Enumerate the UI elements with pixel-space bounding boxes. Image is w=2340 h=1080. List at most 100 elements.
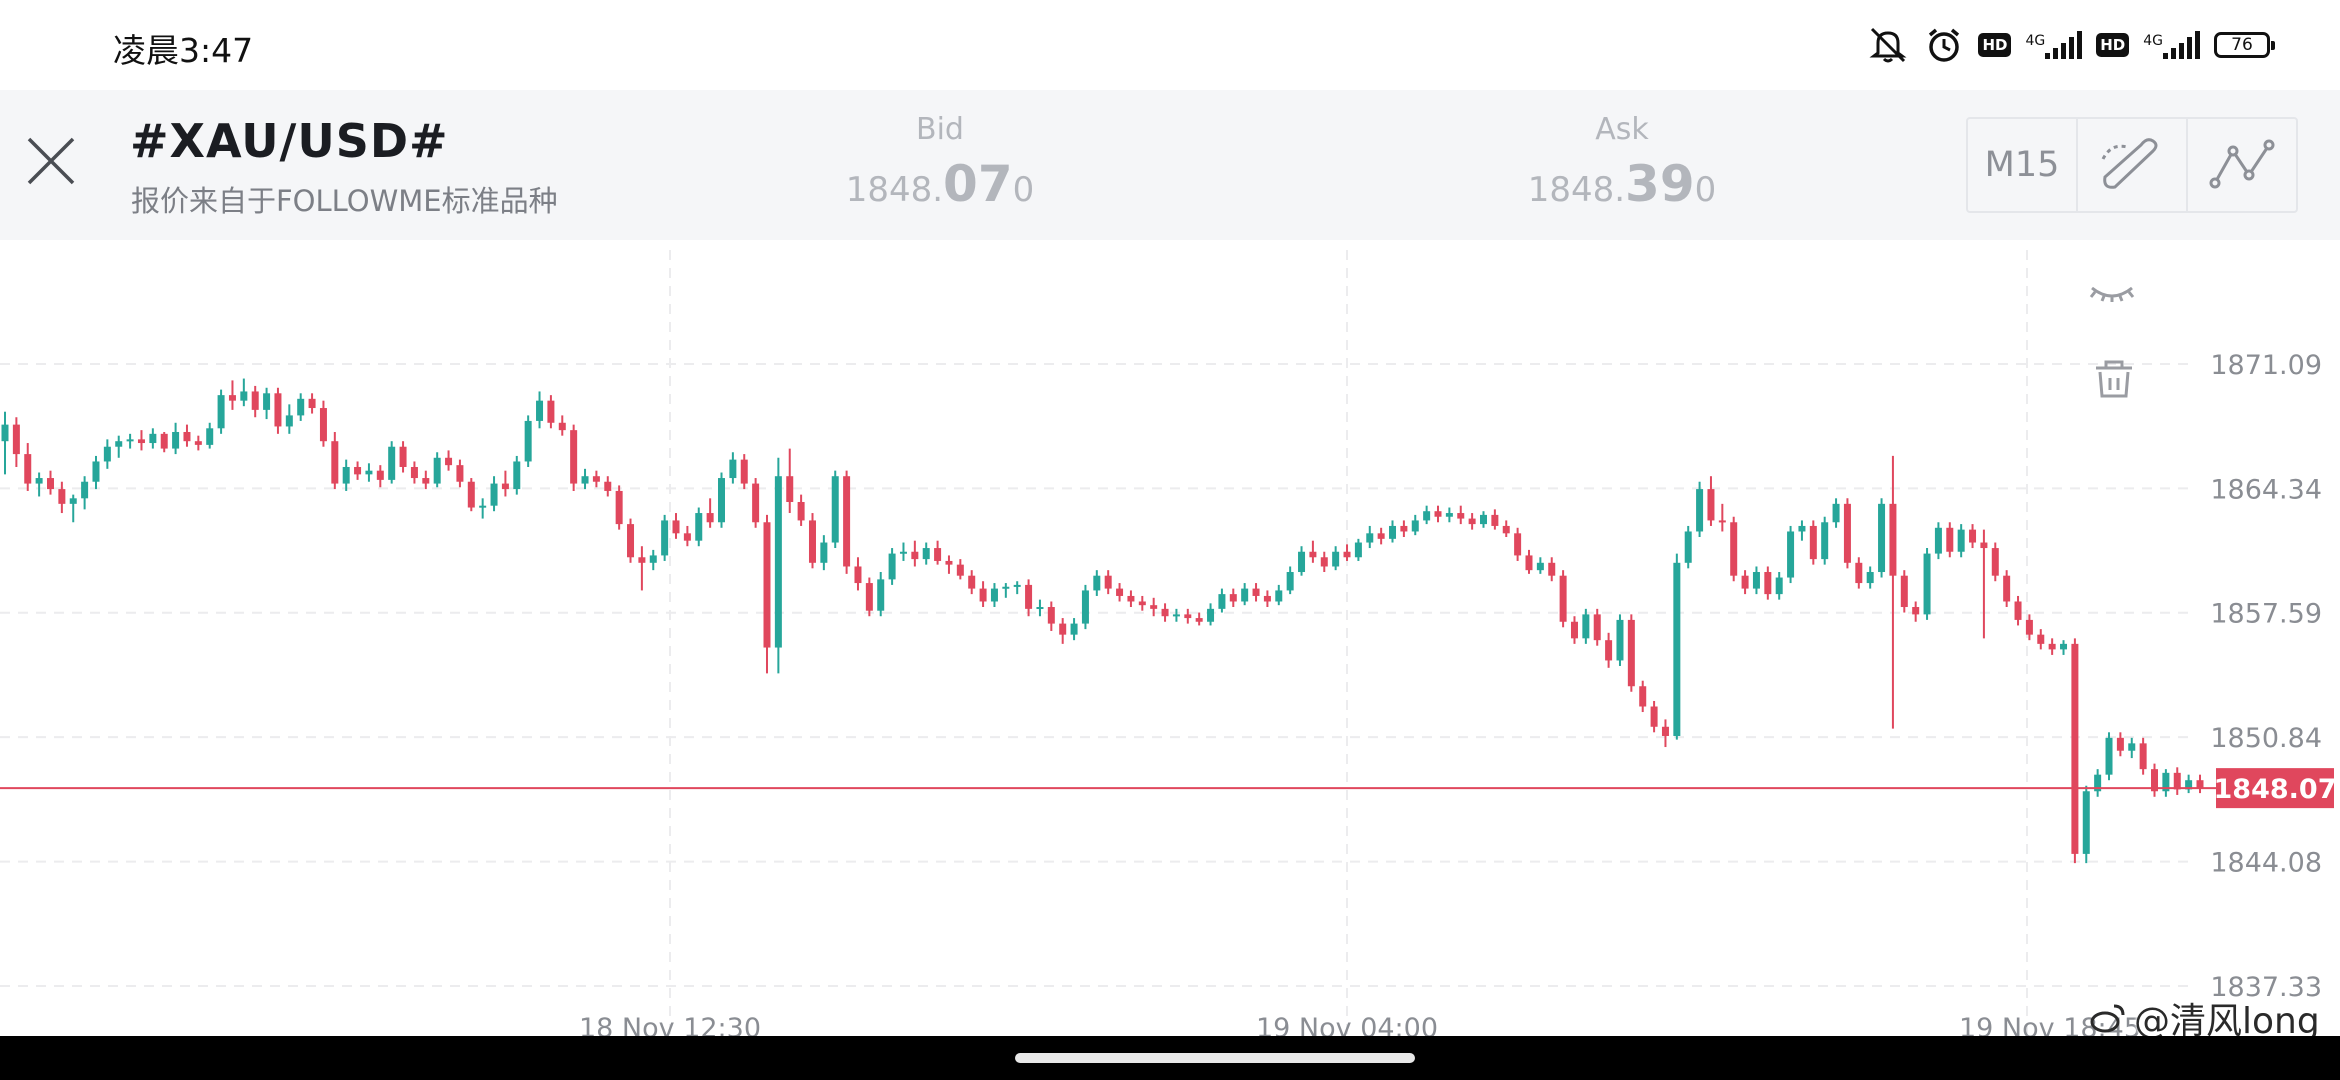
candle — [1889, 455, 1897, 729]
indicator-button[interactable] — [2186, 119, 2296, 211]
candle — [1411, 514, 1419, 536]
candle — [1184, 608, 1192, 624]
candle — [1855, 557, 1863, 589]
bid-price-main: 07 — [943, 155, 1013, 213]
candle — [342, 459, 350, 491]
candle-body — [1116, 588, 1124, 596]
candle — [1332, 546, 1340, 571]
candle-body — [2071, 643, 2079, 854]
candle-body — [1923, 553, 1931, 615]
candle-body — [2037, 634, 2045, 644]
candle-body — [331, 441, 339, 484]
candle-body — [1047, 607, 1055, 624]
candle — [1775, 572, 1783, 600]
candle-body — [1229, 594, 1237, 602]
candle — [592, 470, 600, 488]
candle-body — [251, 391, 259, 410]
candle — [331, 431, 339, 490]
close-button[interactable] — [18, 120, 84, 202]
candle-body — [1798, 525, 1806, 532]
candle-body — [399, 446, 407, 467]
candle — [1900, 570, 1908, 613]
candle-body — [1912, 607, 1920, 615]
candle-body — [1787, 531, 1795, 578]
candle — [490, 476, 498, 512]
draw-tool-button[interactable] — [2076, 119, 2186, 211]
candle — [1718, 503, 1726, 532]
home-indicator[interactable] — [1015, 1053, 1415, 1063]
candle-body — [1138, 601, 1146, 606]
candle — [1616, 614, 1624, 666]
candle-body — [172, 431, 180, 449]
candle — [1980, 529, 1988, 639]
candle-body — [1241, 588, 1249, 602]
candle-body — [467, 481, 475, 508]
candle — [1764, 566, 1772, 600]
candle — [1457, 505, 1465, 525]
candle — [899, 542, 907, 561]
candle — [1934, 522, 1942, 560]
timeframe-button[interactable]: M15 — [1984, 145, 2060, 185]
candle — [467, 478, 475, 512]
ask-label: Ask — [1595, 112, 1649, 147]
candle-body — [627, 524, 635, 558]
candle-body — [103, 446, 111, 462]
candle — [217, 389, 225, 434]
candle — [1286, 566, 1294, 595]
candle-body — [194, 441, 202, 445]
candle-body — [1434, 511, 1442, 517]
candle — [1138, 595, 1146, 611]
candle — [1957, 524, 1965, 558]
candle-body — [1059, 623, 1067, 635]
candle — [456, 459, 464, 488]
candle — [1730, 516, 1738, 582]
candle-body — [1730, 522, 1738, 576]
candle — [695, 507, 703, 547]
candle-body — [1423, 511, 1431, 521]
candle — [274, 387, 282, 434]
candle — [319, 400, 327, 447]
candle — [1969, 524, 1977, 549]
candle-body — [2060, 643, 2068, 650]
candle-body — [1832, 503, 1840, 523]
candle — [1195, 612, 1203, 626]
symbol-subtitle: 报价来自于FOLLOWME标准品种 — [131, 184, 558, 218]
candle-body — [1389, 525, 1397, 539]
symbol-title: #XAU/USD# — [130, 114, 449, 168]
candlestick-chart[interactable]: 1848.07 1871.09 1864.34 1857.59 1850.84 1844… — [0, 240, 2340, 1040]
candle — [990, 583, 998, 608]
candle — [1207, 603, 1215, 626]
candle — [2014, 595, 2022, 626]
candle — [1582, 608, 1590, 644]
watermark-text: @清风long — [2134, 1001, 2320, 1042]
candle — [1298, 546, 1306, 576]
candle — [2105, 732, 2113, 781]
candle — [911, 540, 919, 567]
delete-drawings-button[interactable] — [2096, 360, 2132, 398]
candle — [160, 431, 168, 453]
candle-body — [149, 433, 157, 444]
candle — [1570, 616, 1578, 644]
candle — [2173, 767, 2181, 795]
candle-body — [342, 466, 350, 484]
candle-body — [1218, 594, 1226, 609]
candle — [1036, 599, 1044, 617]
candle — [46, 470, 54, 495]
hide-drawings-button[interactable] — [2089, 286, 2135, 302]
candle-body — [1411, 520, 1419, 532]
candle-body — [695, 513, 703, 541]
candle — [126, 433, 134, 449]
candle-body — [445, 457, 453, 466]
candle-body — [581, 476, 589, 484]
weibo-icon — [2090, 1004, 2125, 1033]
candle-body — [126, 439, 134, 442]
candle-body — [1468, 518, 1476, 525]
candle-body — [24, 454, 32, 484]
candle — [1343, 544, 1351, 561]
candle-body — [1593, 614, 1601, 641]
candle-body — [92, 461, 100, 482]
candle — [1627, 614, 1635, 692]
candle-body — [1639, 686, 1647, 707]
candle-body — [729, 459, 737, 479]
candle-body — [1332, 551, 1340, 567]
